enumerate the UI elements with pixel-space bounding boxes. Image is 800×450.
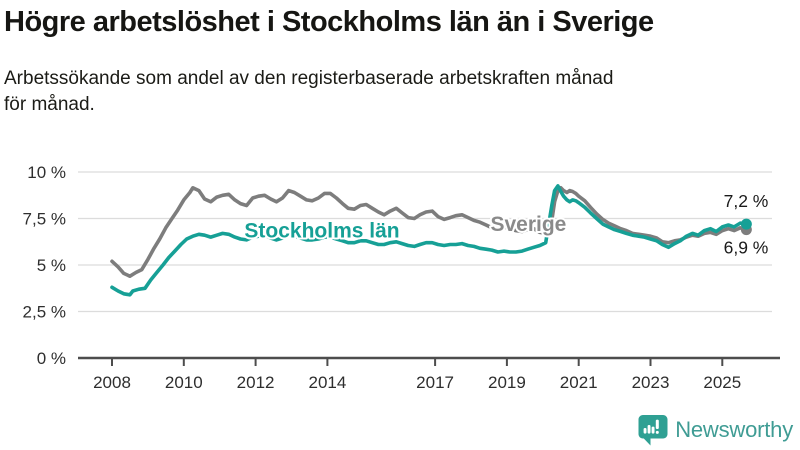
chart-title: Högre arbetslöshet i Stockholms län än i… [4,6,654,38]
end-value-label-sverige: 6,9 % [724,238,769,258]
newsworthy-wordmark: Newsworthy [675,417,793,442]
x-tick-label: 2012 [237,373,275,392]
x-tick-label: 2025 [703,373,741,392]
end-dot-stockholm [740,218,752,230]
newsworthy-logo-icon [638,415,668,446]
series-label: Stockholms län [244,220,399,243]
end-value-label-stockholm: 7,2 % [724,191,769,211]
y-tick-label: 2,5 % [23,303,66,322]
bar-chart-exclamation-glyph [643,419,659,434]
series-label: Sverige [490,213,566,236]
chart-subtitle-line-1: Arbetssökande som andel av den registerb… [4,68,614,89]
x-tick-label: 2023 [632,373,670,392]
x-tick-label: 2017 [416,373,454,392]
x-tick-label: 2019 [488,373,526,392]
newsworthy-logo[interactable]: Newsworthy [638,414,793,446]
chart-subtitle: Arbetssökande som andel av den registerb… [4,66,613,118]
y-tick-label: 10 % [27,163,66,182]
y-tick-label: 0 % [37,349,66,368]
x-tick-label: 2010 [165,373,203,392]
x-tick-label: 2014 [308,373,346,392]
x-tick-label: 2021 [560,373,598,392]
chart-header: Högre arbetslöshet i Stockholms län än i… [4,0,796,115]
chart-subtitle-line-2: för månad. [4,94,95,115]
y-tick-label: 7,5 % [23,210,66,229]
series-line-sverige [110,186,749,279]
x-tick-label: 2008 [93,373,131,392]
y-tick-label: 5 % [37,256,66,275]
series-line-stockholm [110,184,749,297]
